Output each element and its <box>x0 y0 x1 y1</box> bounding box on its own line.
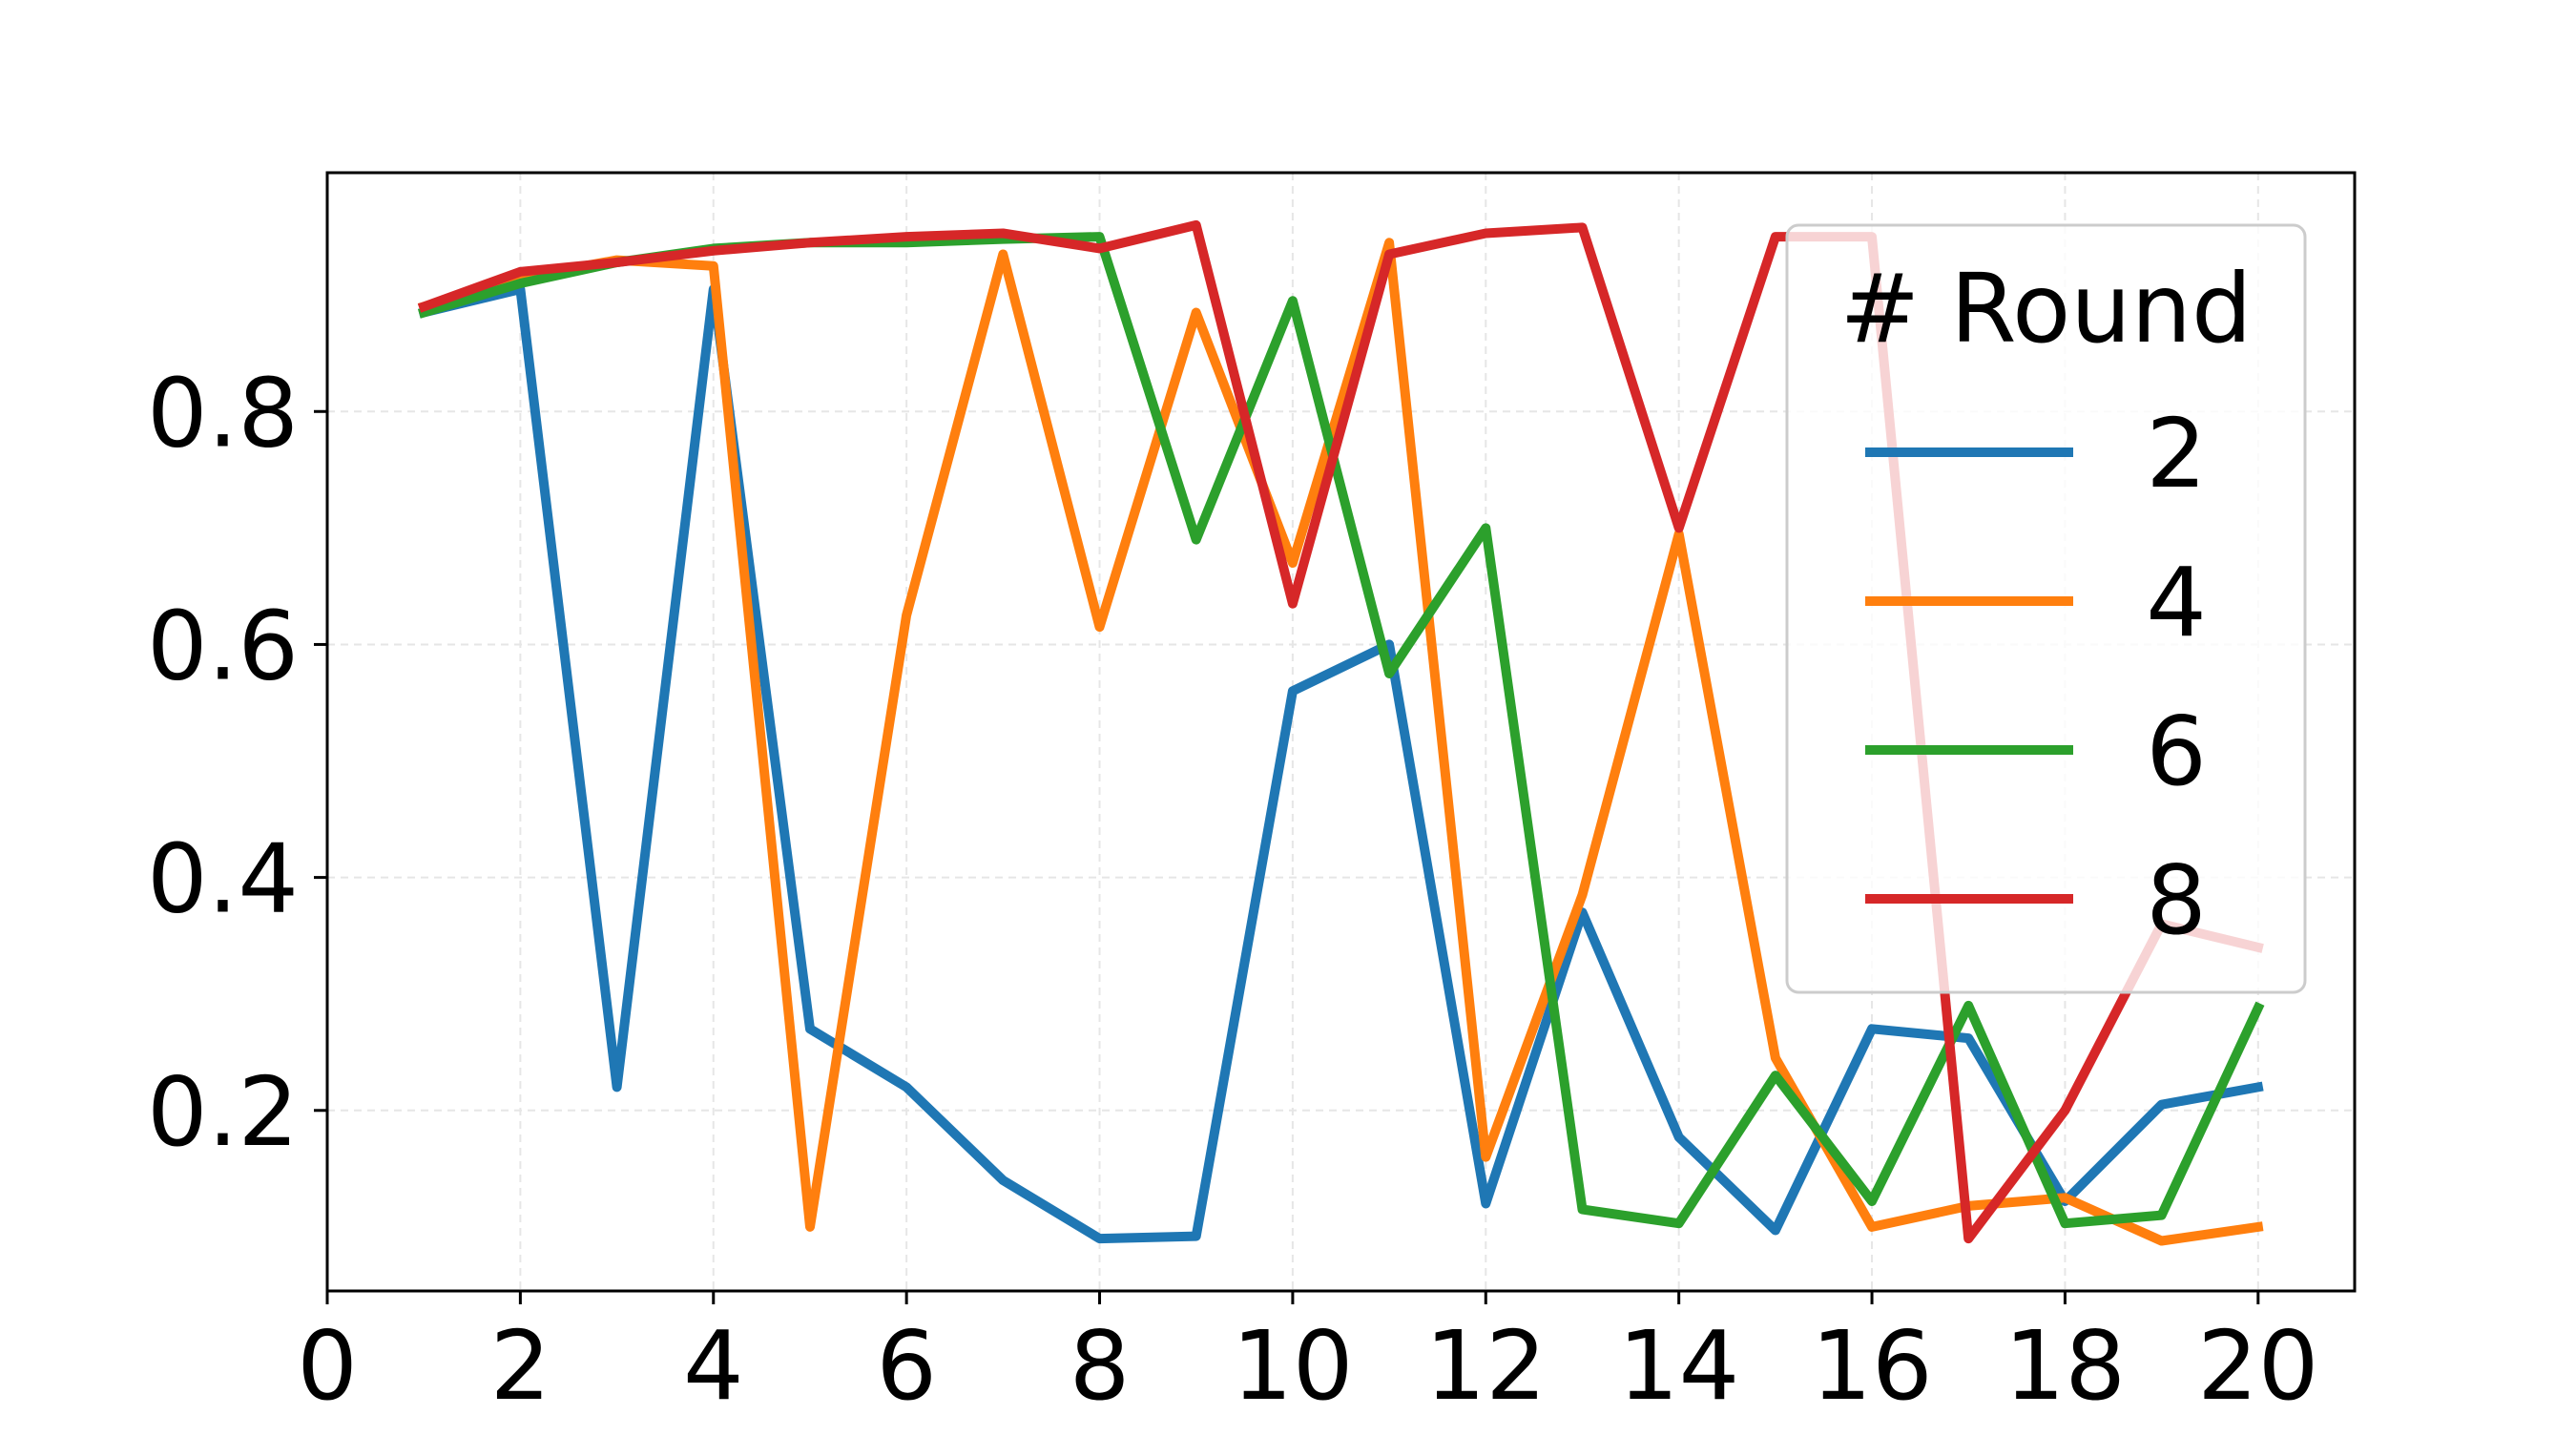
y-tick-label: 0.8 <box>147 357 299 468</box>
y-tick-label: 0.6 <box>147 590 299 701</box>
legend-label-6: 6 <box>2146 696 2207 807</box>
x-tick-label: 2 <box>490 1310 551 1422</box>
legend-title: # Round <box>1840 253 2253 364</box>
y-tick-label: 0.4 <box>147 823 299 935</box>
x-tick-label: 18 <box>2005 1310 2126 1422</box>
y-axis: 0.2 0.4 0.6 0.8 <box>147 357 327 1168</box>
x-tick-label: 6 <box>876 1310 937 1422</box>
legend-label-8: 8 <box>2146 844 2207 956</box>
legend: # Round 2 4 6 8 <box>1785 223 2307 994</box>
series-line-8 <box>417 219 2264 1244</box>
x-tick-label: 16 <box>1811 1310 1932 1422</box>
x-tick-label: 14 <box>1618 1310 1739 1422</box>
plot-frame <box>325 171 2357 1293</box>
x-tick-label: 12 <box>1425 1310 1547 1422</box>
legend-box <box>1785 223 2307 994</box>
x-tick-label: 10 <box>1232 1310 1353 1422</box>
x-tick-label: 8 <box>1070 1310 1131 1422</box>
series-lines <box>417 219 2265 1246</box>
y-tick-label: 0.2 <box>147 1056 299 1168</box>
x-axis: 0 2 4 6 8 10 12 14 16 18 20 <box>297 1291 2318 1422</box>
x-tick-label: 4 <box>683 1310 744 1422</box>
x-tick-label: 20 <box>2197 1310 2318 1422</box>
legend-label-4: 4 <box>2146 547 2207 658</box>
legend-entries: 2 4 6 8 <box>1865 398 2207 956</box>
series-line-4 <box>417 238 2264 1246</box>
x-tick-label: 0 <box>297 1310 358 1422</box>
legend-label-2: 2 <box>2146 398 2207 510</box>
